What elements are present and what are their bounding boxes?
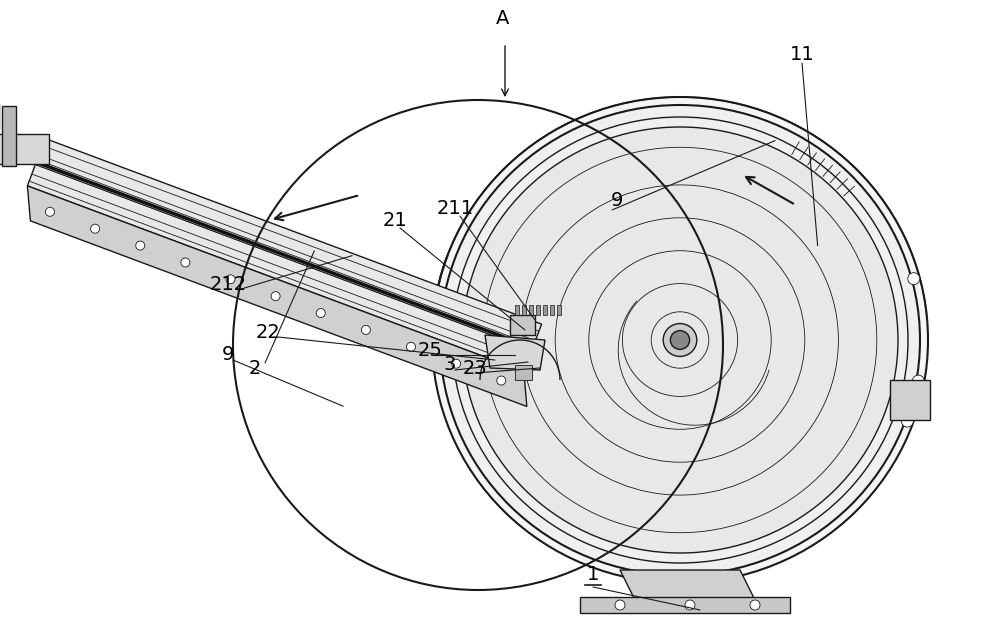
Polygon shape <box>27 186 527 406</box>
Ellipse shape <box>432 97 928 583</box>
Polygon shape <box>485 335 545 370</box>
Polygon shape <box>529 305 533 315</box>
Circle shape <box>750 600 760 610</box>
Circle shape <box>361 325 370 334</box>
Ellipse shape <box>663 324 697 357</box>
Polygon shape <box>543 305 547 315</box>
Circle shape <box>685 600 695 610</box>
Polygon shape <box>580 597 790 613</box>
Polygon shape <box>557 305 561 315</box>
Circle shape <box>316 308 325 317</box>
Circle shape <box>271 292 280 301</box>
Ellipse shape <box>670 330 690 349</box>
Circle shape <box>226 275 235 284</box>
Polygon shape <box>515 305 519 315</box>
Polygon shape <box>515 365 532 380</box>
Text: 3: 3 <box>444 356 456 374</box>
Text: 21: 21 <box>383 211 407 229</box>
Circle shape <box>91 224 100 233</box>
Text: 23: 23 <box>463 359 487 377</box>
Circle shape <box>136 241 145 250</box>
Text: 9: 9 <box>222 345 234 364</box>
Ellipse shape <box>462 127 898 553</box>
Polygon shape <box>550 305 554 315</box>
Ellipse shape <box>440 105 920 575</box>
Text: 11: 11 <box>790 46 814 65</box>
Polygon shape <box>522 305 526 315</box>
Polygon shape <box>2 107 16 166</box>
Polygon shape <box>620 570 755 600</box>
Text: 211: 211 <box>436 199 474 218</box>
Text: 2: 2 <box>249 359 261 377</box>
Polygon shape <box>890 380 930 420</box>
Polygon shape <box>510 315 535 335</box>
Text: 212: 212 <box>209 275 247 295</box>
Polygon shape <box>27 139 542 371</box>
Circle shape <box>407 342 416 351</box>
Circle shape <box>181 258 190 267</box>
Text: 9: 9 <box>611 191 623 209</box>
Circle shape <box>615 600 625 610</box>
Circle shape <box>912 375 924 387</box>
Circle shape <box>497 376 506 385</box>
Circle shape <box>452 359 461 368</box>
Text: 25: 25 <box>418 340 442 359</box>
Text: A: A <box>496 9 510 28</box>
Circle shape <box>45 208 54 216</box>
Text: 1: 1 <box>587 566 599 584</box>
Text: 22: 22 <box>256 322 280 342</box>
Polygon shape <box>0 134 49 164</box>
Circle shape <box>908 273 920 285</box>
Circle shape <box>901 415 913 427</box>
Polygon shape <box>536 305 540 315</box>
